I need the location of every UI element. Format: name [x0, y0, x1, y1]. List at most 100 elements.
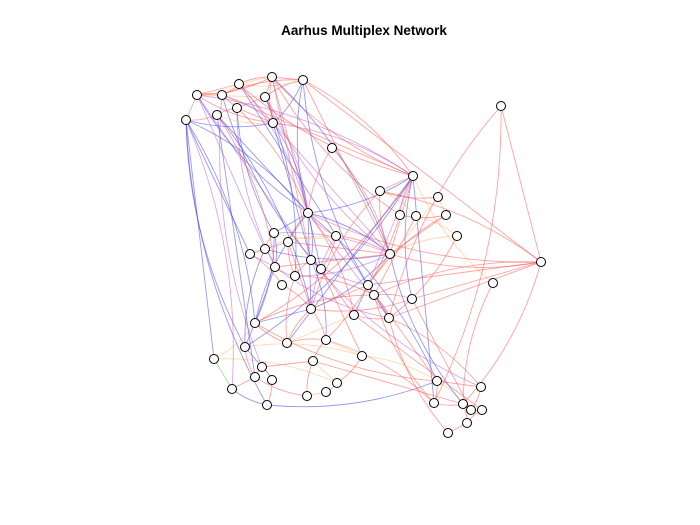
edge-red-layer: [254, 376, 308, 397]
network-node: [349, 310, 359, 320]
edge-red-layer: [367, 261, 542, 286]
edge-red-layer: [373, 215, 417, 296]
edge-blue-layer: [244, 175, 414, 348]
edge-blue-layer: [271, 76, 391, 255]
edge-purple-layer: [307, 212, 390, 319]
edge-blue-layer: [185, 119, 274, 128]
edge-red-layer: [307, 147, 333, 214]
edge-red-layer: [373, 261, 542, 296]
edge-blue-layer: [236, 107, 275, 234]
edge-orange-layer: [286, 314, 355, 344]
edge-purple-layer: [294, 253, 391, 277]
network-node: [476, 382, 486, 392]
edge-red-layer: [462, 261, 542, 405]
network-node: [308, 356, 318, 366]
edge-red-layer: [196, 76, 273, 96]
edge-red-layer: [353, 314, 483, 411]
network-node: [477, 405, 487, 415]
network-node: [462, 418, 472, 428]
edge-orange-layer: [412, 175, 494, 284]
edge-red-layer: [302, 79, 414, 177]
network-node: [321, 387, 331, 397]
network-node: [306, 255, 316, 265]
network-node: [363, 280, 373, 290]
edge-blue-layer: [216, 114, 312, 310]
network-node: [302, 391, 312, 401]
network-node: [212, 110, 222, 120]
network-node: [375, 186, 385, 196]
network-node: [298, 75, 308, 85]
edge-red-layer: [462, 282, 494, 405]
network-node: [227, 384, 237, 394]
edge-blue-layer: [185, 119, 246, 348]
edge-blue-layer: [216, 114, 256, 378]
edge-blue-layer: [412, 175, 435, 404]
network-node: [250, 372, 260, 382]
network-node: [443, 428, 453, 438]
edge-purple-layer: [196, 94, 312, 261]
edge-orange-layer: [361, 355, 438, 382]
edge-red-layer: [306, 360, 314, 397]
network-node: [268, 118, 278, 128]
network-node: [332, 378, 342, 388]
edge-red-layer: [411, 298, 472, 411]
edge-red-layer: [389, 253, 542, 268]
edge-blue-layer: [307, 212, 391, 255]
network-node: [217, 90, 227, 100]
network-node: [407, 294, 417, 304]
network-node: [209, 354, 219, 364]
edge-red-layer: [302, 79, 391, 255]
edge-blue-layer: [302, 79, 375, 296]
network-node: [433, 192, 443, 202]
edge-blue-layer: [296, 79, 309, 214]
network-node: [234, 79, 244, 89]
edge-red-layer: [325, 339, 435, 404]
network-node: [270, 262, 280, 272]
edge-orange-layer: [238, 79, 304, 87]
edge-red-layer: [331, 147, 391, 255]
edge-red-layer: [274, 253, 391, 268]
edge-blue-layer: [216, 114, 309, 214]
network-node: [458, 399, 468, 409]
network-node: [316, 264, 326, 274]
edge-red-layer: [500, 105, 542, 263]
edge-blue-layer: [254, 232, 275, 324]
edge-blue-layer: [272, 122, 312, 261]
edge-blue-layer: [254, 266, 276, 324]
edge-blue-layer: [221, 94, 322, 270]
network-node: [327, 143, 337, 153]
edge-green-layer: [213, 358, 233, 390]
edge-blue-layer: [185, 119, 215, 360]
network-node: [181, 115, 191, 125]
edge-red-layer: [271, 76, 312, 261]
edge-orange-layer: [213, 322, 256, 360]
network-node: [260, 244, 270, 254]
edge-red-layer: [254, 322, 438, 382]
network-node: [385, 249, 395, 259]
edge-blue-layer: [185, 119, 309, 214]
network-node: [411, 211, 421, 221]
edge-red-layer: [388, 235, 458, 319]
network-node: [283, 237, 293, 247]
edge-orange-layer: [367, 196, 439, 286]
network-node: [277, 280, 287, 290]
edge-blue-layer: [310, 259, 327, 341]
edge-red-layer: [433, 105, 502, 404]
edge-red-layer: [310, 190, 381, 310]
network-node: [267, 72, 277, 82]
edge-blue-layer: [286, 175, 414, 344]
network-node: [432, 376, 442, 386]
edge-orange-layer: [389, 235, 458, 255]
edge-red-layer: [287, 241, 391, 255]
edge-red-layer: [373, 293, 413, 300]
edge-red-layer: [254, 294, 375, 324]
edge-red-layer: [388, 317, 449, 434]
network-node: [357, 351, 367, 361]
edge-purple-layer: [272, 122, 414, 177]
network-node: [232, 103, 242, 113]
edge-red-layer: [238, 83, 414, 177]
edge-purple-layer: [274, 266, 390, 319]
edge-red-layer: [310, 308, 327, 341]
network-node: [240, 342, 250, 352]
network-node: [321, 335, 331, 345]
